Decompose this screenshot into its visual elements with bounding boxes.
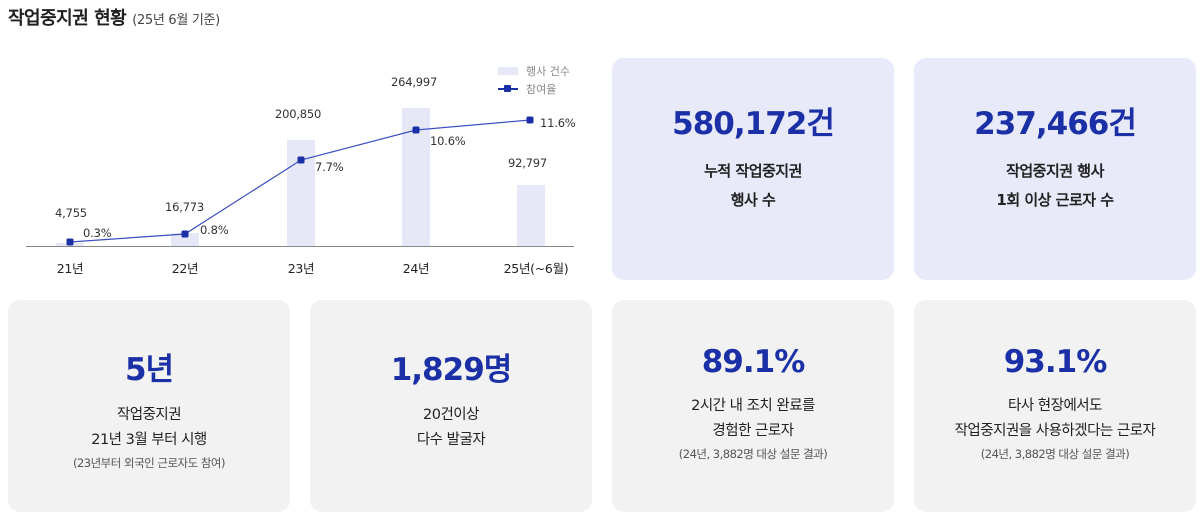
stat-card-workers: 237,466건 작업중지권 행사 1회 이상 근로자 수	[914, 58, 1196, 280]
stat-desc-line: 다수 발굴자	[416, 432, 486, 448]
point-24	[412, 126, 420, 134]
legend-item-events: 행사 건수	[498, 62, 570, 80]
page-title: 작업중지권 현황 (25년 6월 기준)	[8, 4, 220, 32]
stat-desc-line: 21년 3월 부터 시행	[91, 432, 207, 448]
stat-desc-line: 작업중지권 행사	[1006, 162, 1104, 180]
stat-card-years: 5년 작업중지권 21년 3월 부터 시행 (23년부터 외국인 근로자도 참여…	[8, 300, 290, 512]
stat-card-two-hour-action: 89.1% 2시간 내 조치 완료를 경험한 근로자 (24년, 3,882명 …	[612, 300, 894, 512]
chart-legend: 행사 건수 참여율	[498, 62, 570, 98]
line-label: 11.6%	[540, 116, 576, 130]
stat-card-total-events: 580,172건 누적 작업중지권 행사 수	[612, 58, 894, 280]
title-main: 작업중지권 현황	[8, 8, 127, 29]
stat-card-reuse-intent: 93.1% 타사 현장에서도 작업중지권을 사용하겠다는 근로자 (24년, 3…	[914, 300, 1196, 512]
stat-value: 89.1%	[701, 344, 806, 380]
stat-value: 580,172건	[672, 106, 835, 142]
stat-desc-line: 작업중지권을 사용하겠다는 근로자	[954, 423, 1156, 439]
line-label: 10.6%	[430, 134, 466, 148]
stat-note: (24년, 3,882명 대상 설문 결과)	[980, 447, 1130, 461]
x-tick-label: 22년	[171, 261, 199, 276]
legend-label: 참여율	[526, 83, 557, 96]
bar-25	[517, 185, 545, 246]
bar-22	[171, 233, 199, 246]
stat-desc-line: 경험한 근로자	[712, 423, 794, 439]
bar-label: 4,755	[55, 206, 87, 220]
stat-desc-line: 누적 작업중지권	[704, 162, 802, 180]
x-tick-label: 21년	[56, 261, 84, 276]
legend-label: 행사 건수	[526, 65, 570, 78]
stat-note: (24년, 3,882명 대상 설문 결과)	[678, 447, 828, 461]
x-tick-label: 24년	[402, 261, 430, 276]
stat-desc-line: 20건이상	[423, 407, 479, 423]
point-22	[181, 230, 189, 238]
x-tick-label: 23년	[287, 261, 315, 276]
stat-value: 237,466건	[974, 106, 1137, 142]
stat-note: (23년부터 외국인 근로자도 참여)	[72, 456, 226, 470]
stat-desc-line: 타사 현장에서도	[1008, 398, 1103, 414]
point-25	[526, 116, 534, 124]
chart-canvas	[26, 108, 574, 247]
stat-desc-line: 2시간 내 조치 완료를	[691, 398, 815, 414]
bar-swatch-icon	[498, 67, 518, 75]
line-marker-icon	[498, 84, 518, 94]
point-21	[66, 238, 74, 246]
stat-desc-line: 작업중지권	[116, 407, 182, 423]
x-tick-label: 25년(~6월)	[503, 261, 569, 276]
line-label: 7.7%	[315, 160, 344, 174]
bar-label: 264,997	[391, 75, 438, 89]
bar-label: 16,773	[165, 200, 205, 214]
title-subtitle: (25년 6월 기준)	[132, 13, 220, 28]
bar-23	[287, 140, 315, 246]
stat-value: 93.1%	[1003, 344, 1108, 380]
line-label: 0.8%	[200, 223, 229, 237]
stat-desc-line: 행사 수	[730, 191, 776, 209]
stat-value: 1,829명	[390, 352, 513, 388]
stat-desc-line: 1회 이상 근로자 수	[996, 191, 1114, 209]
legend-item-participation: 참여율	[498, 80, 570, 98]
stat-value: 5년	[124, 352, 174, 388]
bar-label: 92,797	[508, 156, 548, 170]
point-23	[297, 156, 305, 164]
line-label: 0.3%	[83, 226, 112, 240]
bar-label: 200,850	[275, 107, 322, 121]
stat-card-reporters: 1,829명 20건이상 다수 발굴자	[310, 300, 592, 512]
combo-chart: 4,755 16,773 200,850 264,997 92,797 0.3%…	[0, 40, 600, 290]
